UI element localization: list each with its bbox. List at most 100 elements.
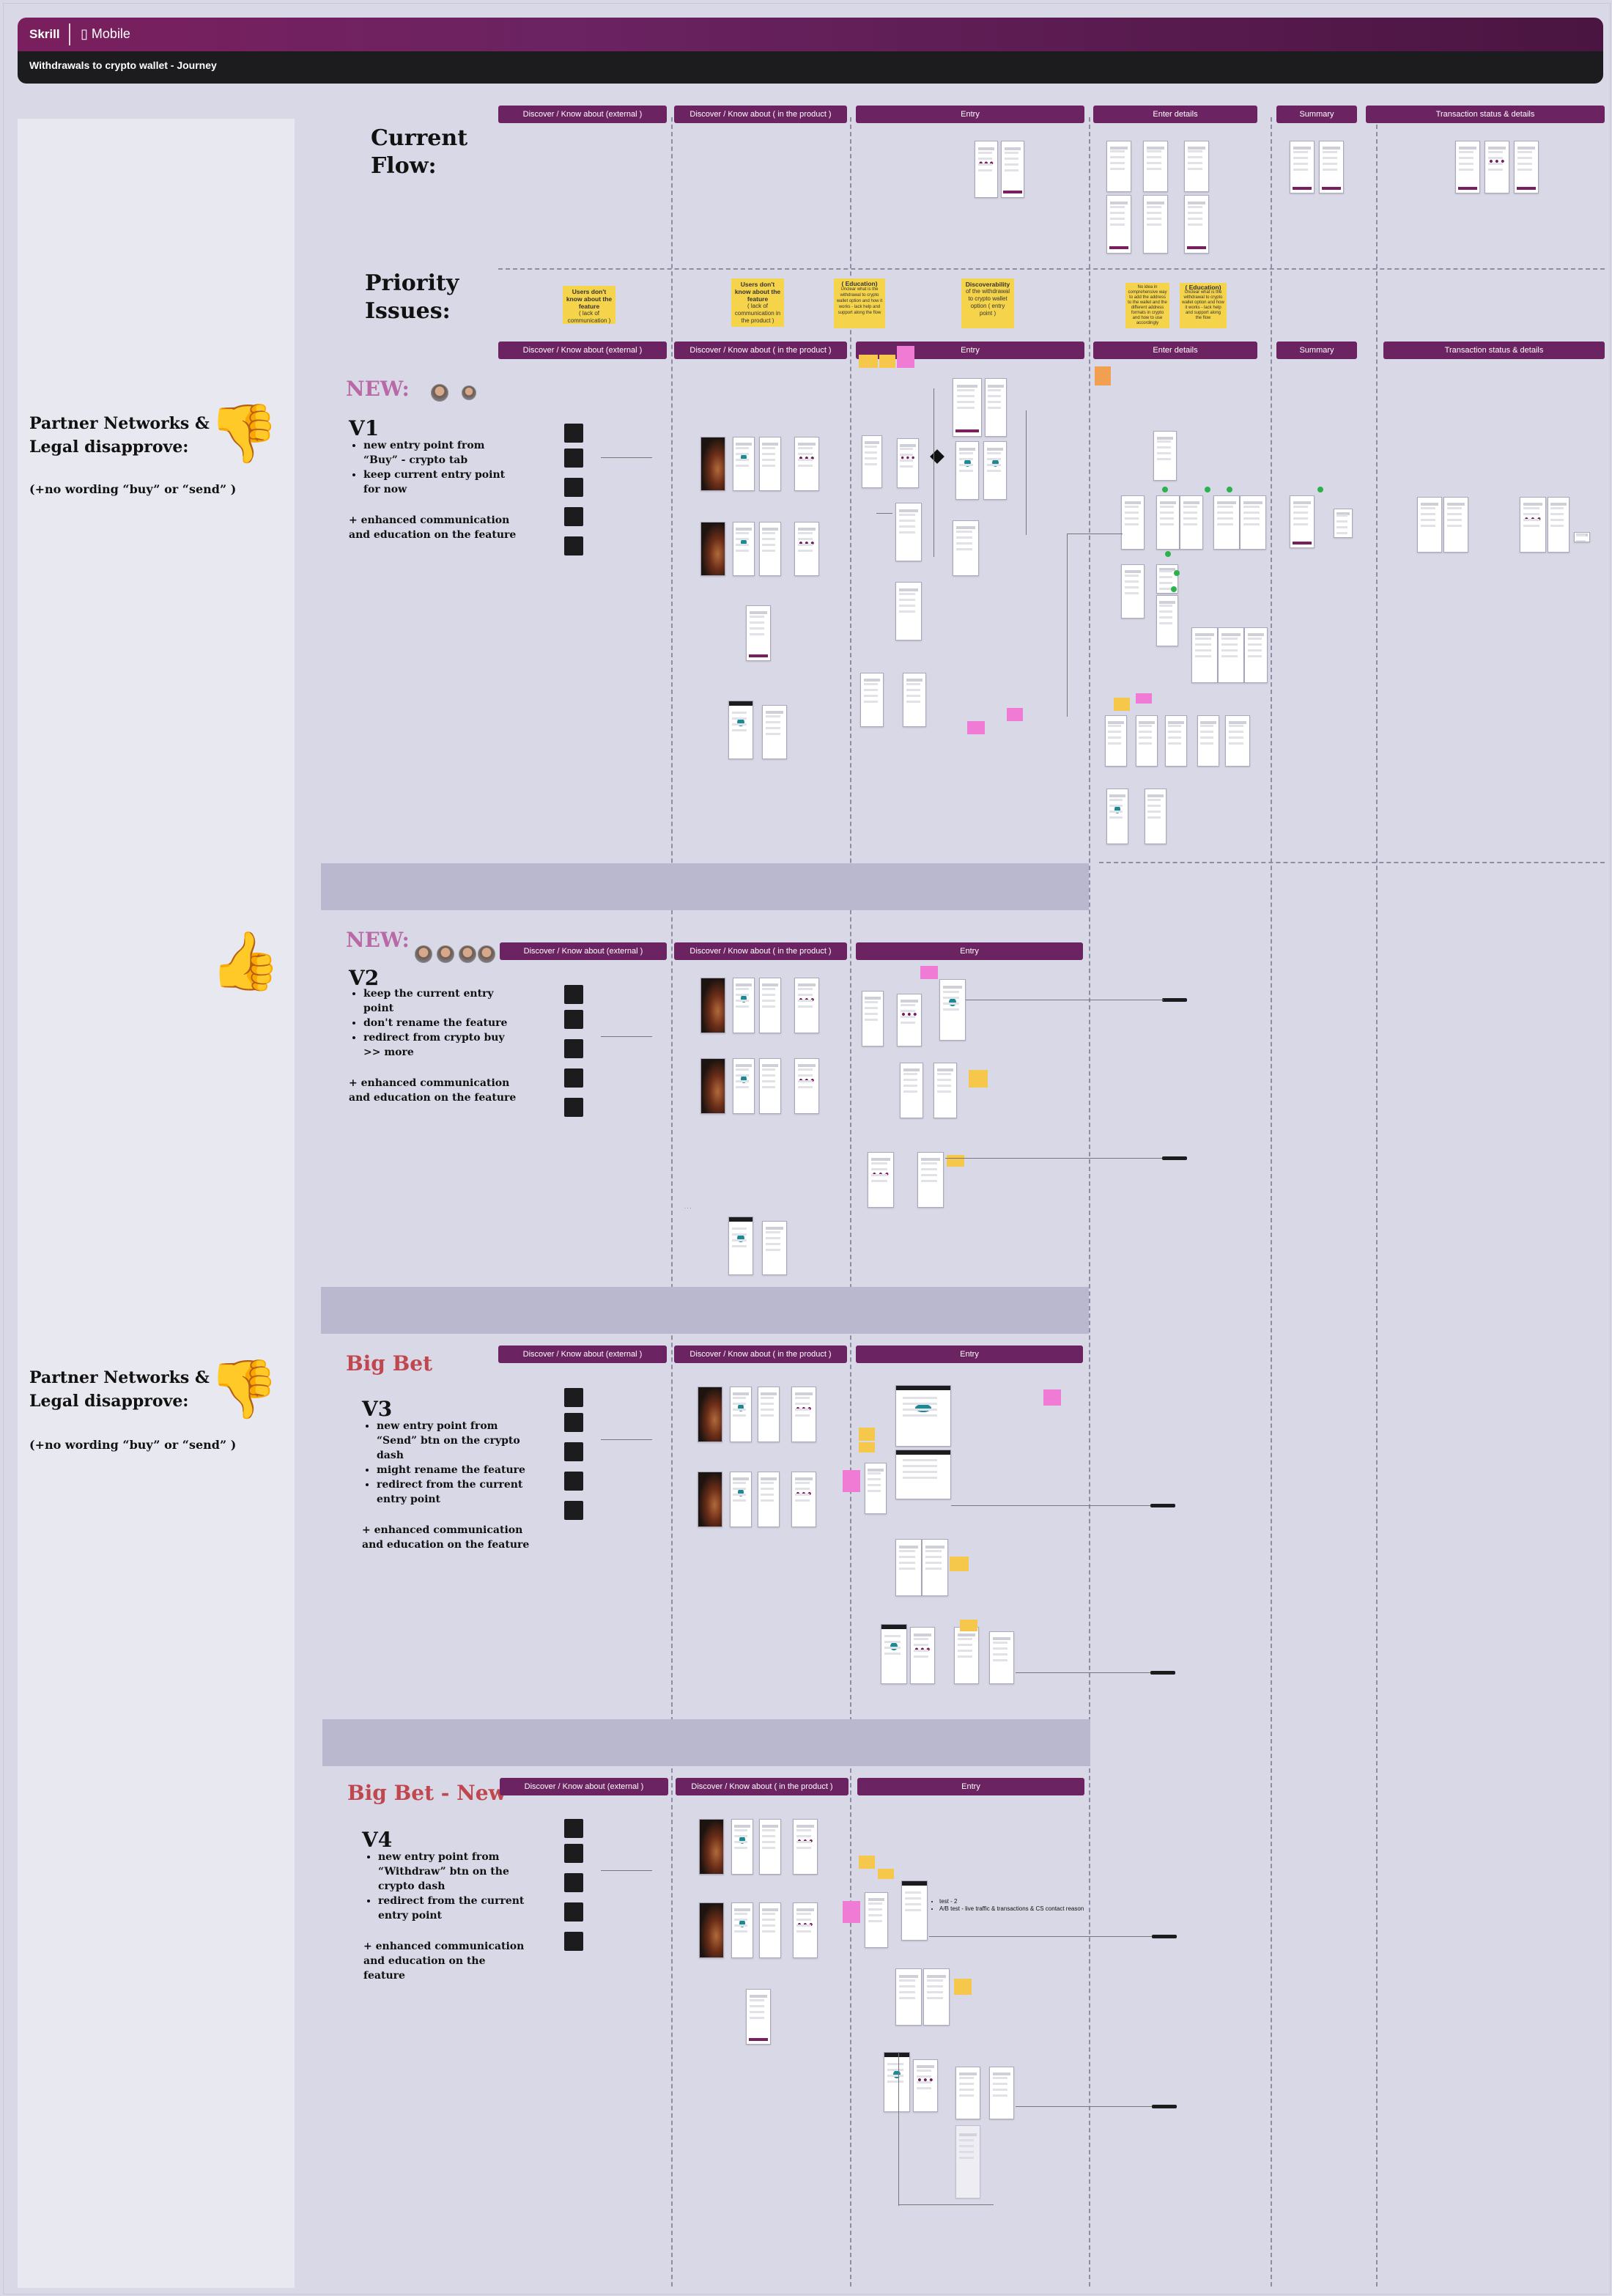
phone-screen xyxy=(862,991,884,1047)
phone-screen xyxy=(901,1880,928,1941)
yellow-sticky-note xyxy=(969,1070,988,1088)
phone-screen xyxy=(1290,141,1315,193)
avatar xyxy=(459,945,476,963)
phone-screen xyxy=(1143,141,1168,192)
title-line: Flow: xyxy=(371,153,437,179)
pink-sticky-note xyxy=(920,966,938,979)
phone-screen xyxy=(895,1385,951,1447)
connector-endpoint xyxy=(1162,998,1187,1002)
checkbox-square xyxy=(564,1068,583,1088)
bullet-item: redirect from crypto buy >> more xyxy=(363,1030,525,1060)
phone-screen xyxy=(1121,495,1145,550)
phone-screen xyxy=(759,1058,781,1114)
avatar xyxy=(431,384,448,402)
bullet-item: keep current entry point for now xyxy=(363,468,519,497)
pink-sticky-note xyxy=(1007,708,1023,721)
yellow-sticky-note xyxy=(859,1856,875,1869)
phone-screen xyxy=(1485,141,1509,193)
issue-sticky-note: ( Education) Unclear what is the withdraw… xyxy=(1180,283,1227,328)
phone-screen xyxy=(1136,715,1158,767)
pink-sticky-note xyxy=(1136,693,1152,704)
yellow-sticky-note xyxy=(879,355,895,368)
phone-screen xyxy=(1106,195,1131,254)
phase-label: Discover / Know about ( in the product ) xyxy=(676,1778,848,1795)
bullet-item: new entry point from “Buy” - crypto tab xyxy=(363,438,519,468)
phone-screen xyxy=(700,978,725,1033)
phone-screen xyxy=(1514,141,1539,193)
yellow-sticky-note xyxy=(859,1442,875,1452)
phone-screen xyxy=(953,378,982,437)
checkbox-square xyxy=(564,1413,583,1432)
orange-sticky-note xyxy=(1095,366,1111,385)
phone-screen xyxy=(989,1631,1014,1684)
phone-screen xyxy=(733,522,755,576)
phase-label: Enter details xyxy=(1093,342,1257,359)
thumbs-up-icon: 👍 xyxy=(210,929,281,993)
phone-screen xyxy=(794,522,819,576)
current-flow-title: Current Flow: xyxy=(371,125,467,180)
column-divider xyxy=(671,117,673,2286)
board-title-bar: Withdrawals to crypto wallet - Journey xyxy=(18,51,1603,84)
phone-screen xyxy=(1225,715,1250,767)
v3-description: new entry point from “Send” btn on the c… xyxy=(362,1419,538,1552)
enhancement-note: + enhanced communication and education o… xyxy=(349,1077,517,1104)
bullet-item: new entry point from “Send” btn on the c… xyxy=(377,1419,538,1463)
checkbox-square xyxy=(564,536,583,555)
avatar xyxy=(437,945,454,963)
phone-screen xyxy=(1443,497,1468,553)
connector-line xyxy=(945,1158,1162,1159)
phase-label: Discover / Know about (external ) xyxy=(498,1346,667,1363)
column-divider xyxy=(1089,117,1090,2286)
phase-label: Discover / Know about (external ) xyxy=(498,342,667,359)
phone-screen xyxy=(985,378,1007,437)
checkbox-square xyxy=(564,507,583,526)
yellow-sticky-note xyxy=(947,1155,964,1167)
annotation-text: · · · xyxy=(684,1206,692,1211)
phone-screen xyxy=(746,605,771,661)
platform-label-text: Mobile xyxy=(91,26,130,41)
phone-screen xyxy=(917,1152,944,1208)
phone-screen xyxy=(903,673,926,727)
phone-screen xyxy=(895,582,922,641)
phone-screen xyxy=(881,1624,907,1684)
phase-label: Transaction status & details xyxy=(1366,106,1605,123)
avatar xyxy=(462,385,476,400)
bullet-item: redirect from the current entry point xyxy=(377,1477,538,1507)
phone-screen xyxy=(913,2059,938,2112)
connector-line xyxy=(876,513,892,514)
priority-issues-title: Priority Issues: xyxy=(365,270,459,325)
checkbox-square xyxy=(564,1098,583,1117)
pink-sticky-note xyxy=(1043,1389,1061,1406)
section-separator-band xyxy=(321,863,1089,910)
row-divider xyxy=(498,268,1605,270)
checkbox-square xyxy=(564,1844,583,1863)
checkbox-square xyxy=(564,1388,583,1407)
phone-screen xyxy=(1106,789,1128,844)
phone-screen xyxy=(728,701,753,759)
phone-screen xyxy=(731,1902,753,1958)
enhancement-note: + enhanced communication and education o… xyxy=(363,1941,525,1982)
phase-label: Discover / Know about (external ) xyxy=(498,106,667,123)
phone-screen xyxy=(730,1472,752,1527)
connector-endpoint xyxy=(1152,1935,1177,1938)
connector-endpoint xyxy=(1152,2105,1177,2108)
phone-screen xyxy=(700,437,725,491)
phone-screen xyxy=(955,2125,980,2199)
status-dot xyxy=(1317,487,1323,492)
connector-line xyxy=(601,1439,652,1440)
phone-screen xyxy=(1455,141,1480,193)
bullet-item: keep the current entry point xyxy=(363,986,525,1016)
status-dot xyxy=(1162,487,1168,492)
phone-screen xyxy=(746,1989,771,2045)
checkbox-square xyxy=(564,478,583,497)
issue-sticky-note: Users don't know about the feature( lack… xyxy=(731,278,784,327)
platform-label: ▯ Mobile xyxy=(81,26,130,42)
connector-line xyxy=(1016,2106,1152,2107)
phone-screen xyxy=(762,1221,787,1275)
disapprove-line-2: Legal disapprove: xyxy=(29,438,189,457)
checkbox-square xyxy=(564,449,583,468)
status-dot xyxy=(1165,551,1171,557)
phone-screen xyxy=(762,705,787,759)
phone-screen xyxy=(895,1968,922,2026)
left-panel xyxy=(18,119,295,2288)
